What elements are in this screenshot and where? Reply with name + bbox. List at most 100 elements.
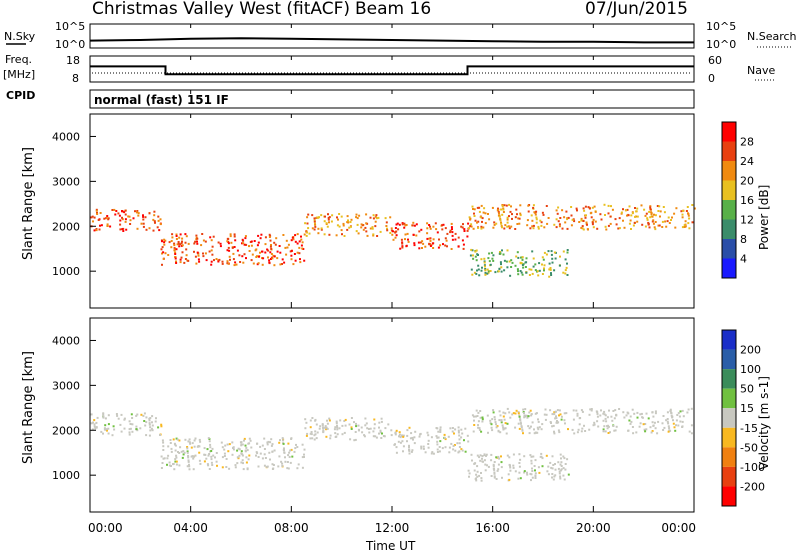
heatmap-cell <box>468 227 470 230</box>
heatmap-cell <box>654 412 657 415</box>
heatmap-cell <box>255 454 257 457</box>
heatmap-cell <box>204 252 207 255</box>
heatmap-cell <box>547 250 550 253</box>
heatmap-cell <box>534 475 537 478</box>
heatmap-cell <box>292 263 295 266</box>
heatmap-cell <box>531 421 534 424</box>
heatmap-cell <box>225 458 228 460</box>
heatmap-cell <box>159 223 162 226</box>
heatmap-cell <box>473 469 476 472</box>
heatmap-cell <box>159 218 162 221</box>
heatmap-cell <box>470 225 473 228</box>
heatmap-cell <box>547 465 550 468</box>
heatmap-cell <box>503 427 506 430</box>
heatmap-cell <box>124 220 127 223</box>
heatmap-cell <box>625 414 628 417</box>
heatmap-cell <box>386 229 389 232</box>
heatmap-cell <box>404 224 407 227</box>
heatmap-cell <box>674 226 677 229</box>
heatmap-cell <box>504 224 507 227</box>
heatmap-cell <box>287 243 290 246</box>
heatmap-cell <box>549 461 552 464</box>
heatmap-cell <box>234 464 237 467</box>
heatmap-cell <box>677 424 680 427</box>
heatmap-cell <box>439 426 442 429</box>
heatmap-cell <box>479 459 482 462</box>
heatmap-cell <box>499 251 501 253</box>
heatmap-cell <box>150 427 153 430</box>
heatmap-cell <box>661 422 664 425</box>
heatmap-cell <box>424 451 427 454</box>
heatmap-cell <box>210 455 213 458</box>
heatmap-cell <box>477 226 480 229</box>
heatmap-cell <box>106 223 109 226</box>
heatmap-cell <box>516 223 519 225</box>
heatmap-cell <box>547 217 550 219</box>
heatmap-cell <box>421 247 423 249</box>
heatmap-cell <box>324 425 327 428</box>
heatmap-cell <box>659 215 661 218</box>
heatmap-cell <box>653 213 655 216</box>
heatmap-cell <box>502 208 505 211</box>
heatmap-cell <box>523 470 526 473</box>
heatmap-cell <box>480 269 483 272</box>
heatmap-cell <box>175 463 178 466</box>
heatmap-cell <box>462 243 465 246</box>
heatmap-cell <box>690 424 693 427</box>
heatmap-cell <box>458 442 461 445</box>
heatmap-cell <box>478 474 481 477</box>
heatmap-cell <box>610 415 613 418</box>
heatmap-cell <box>526 224 529 227</box>
heatmap-cell <box>506 221 509 224</box>
heatmap-cell <box>270 444 273 447</box>
heatmap-cell <box>136 211 138 214</box>
heatmap-cell <box>418 230 421 233</box>
heatmap-cell <box>136 227 139 230</box>
heatmap-cell <box>535 431 538 434</box>
heatmap-cell <box>591 206 594 209</box>
heatmap-cell <box>551 467 554 470</box>
heatmap-cell <box>625 209 627 212</box>
heatmap-cell <box>313 228 316 231</box>
heatmap-cell <box>540 452 543 455</box>
heatmap-cell <box>309 437 312 440</box>
heatmap-cell <box>203 453 206 456</box>
heatmap-cell <box>680 210 683 213</box>
heatmap-cell <box>179 258 182 261</box>
heatmap-cell <box>582 228 585 231</box>
heatmap-cell <box>681 420 684 423</box>
heatmap-cell <box>143 412 146 415</box>
heatmap-cell <box>362 228 365 231</box>
heatmap-cell <box>550 466 553 469</box>
heatmap-cell <box>405 224 408 226</box>
heatmap-cell <box>492 411 495 414</box>
heatmap-cell <box>233 264 236 267</box>
heatmap-cell <box>544 418 547 421</box>
heatmap-cell <box>119 423 122 426</box>
heatmap-cell <box>679 410 682 413</box>
heatmap-cell <box>438 238 440 241</box>
heatmap-cell <box>476 470 479 473</box>
heatmap-cell <box>463 439 465 442</box>
heatmap-cell <box>135 414 138 417</box>
heatmap-cell <box>602 428 605 431</box>
heatmap-cell <box>404 233 407 236</box>
heatmap-cell <box>175 437 178 440</box>
heatmap-cell <box>439 244 442 247</box>
heatmap-cell <box>392 238 395 241</box>
heatmap-cell <box>573 432 576 435</box>
heatmap-cell <box>514 228 517 230</box>
velocity-panel-frame <box>89 317 695 513</box>
heatmap-cell <box>485 454 487 457</box>
heatmap-cell <box>495 478 498 480</box>
heatmap-cell <box>335 420 338 423</box>
colorbar-tick-label: 16 <box>740 194 754 207</box>
heatmap-cell <box>395 230 398 233</box>
heatmap-cell <box>439 429 442 432</box>
heatmap-cell <box>225 466 228 468</box>
heatmap-cell <box>104 417 107 420</box>
heatmap-cell <box>211 464 214 466</box>
heatmap-cell <box>548 268 551 271</box>
heatmap-cell <box>508 203 511 206</box>
heatmap-cell <box>365 222 368 225</box>
